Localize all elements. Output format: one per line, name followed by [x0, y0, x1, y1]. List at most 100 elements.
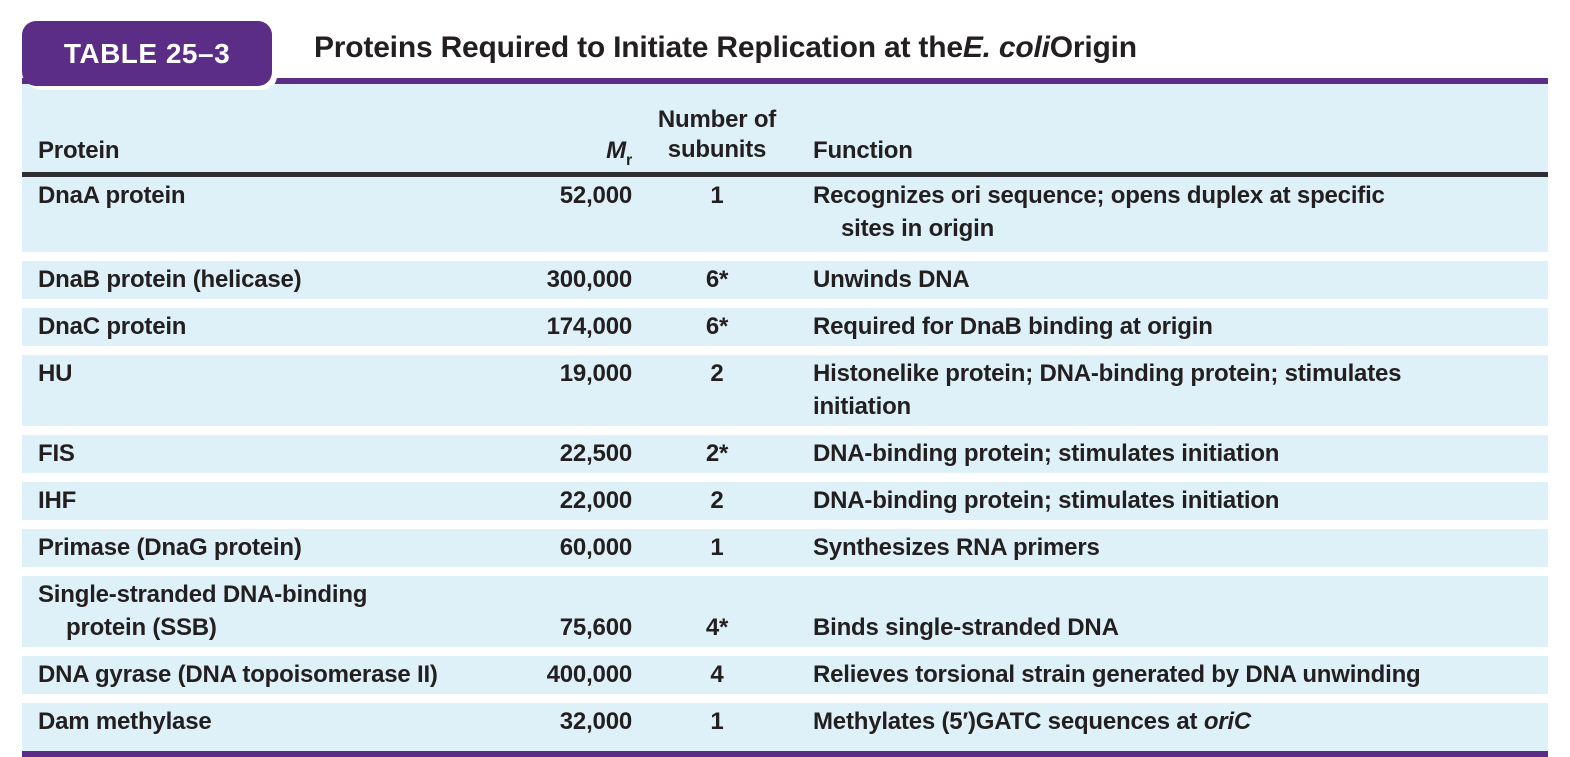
subunits-value: 2: [710, 360, 724, 387]
protein-cell: FIS: [22, 437, 522, 470]
function-cell: Required for DnaB binding at origin: [802, 310, 1548, 343]
text: Unwinds DNA: [813, 266, 970, 293]
text-line: DNA-binding protein; stimulates initiati…: [813, 484, 1548, 517]
mr-value: 32,000: [559, 708, 632, 735]
text-line: DNA-binding protein; stimulates initiati…: [813, 437, 1548, 470]
function-cell: DNA-binding protein; stimulates initiati…: [802, 437, 1548, 470]
function-cell: Synthesizes RNA primers: [802, 531, 1548, 564]
table-row: FIS 22,500 2* DNA-binding protein; stimu…: [22, 435, 1548, 473]
function-cell: Methylates (5′)GATC sequences at oriC: [802, 705, 1548, 738]
text: FIS: [38, 440, 75, 467]
mr-value: 174,000: [546, 313, 633, 340]
table-row: DnaB protein (helicase) 300,000 6* Unwin…: [22, 261, 1548, 299]
subunits-value: 2: [710, 487, 724, 514]
protein-cell: IHF: [22, 484, 522, 517]
mr-cell: 60,000: [522, 531, 632, 564]
text-line: Primase (DnaG protein): [38, 531, 522, 564]
protein-cell: DnaA protein: [22, 179, 522, 212]
subunits-value: 1: [710, 534, 724, 561]
mr-value: 300,000: [546, 266, 633, 293]
subunits-value: 1: [710, 182, 724, 209]
table-title: Proteins Required to Initiate Replicatio…: [292, 18, 1137, 78]
text: Histonelike protein; DNA-binding protein…: [813, 360, 1402, 387]
subunits-cell: 1: [632, 179, 802, 212]
title-text: Origin: [1049, 31, 1137, 64]
protein-cell: HU: [22, 357, 522, 390]
table-row: IHF 22,000 2 DNA-binding protein; stimul…: [22, 482, 1548, 520]
protein-cell: DNA gyrase (DNA topoisomerase II): [22, 658, 522, 691]
text-line: protein (SSB): [38, 611, 522, 644]
text-line: Unwinds DNA: [813, 263, 1548, 296]
subunits-cell: 6*: [632, 263, 802, 296]
text: sites in origin: [841, 215, 995, 242]
col-header-subunits: Number of subunits: [632, 105, 802, 165]
text: Binds single-stranded DNA: [813, 614, 1119, 641]
table-title-bar: TABLE 25–3 Proteins Required to Initiate…: [22, 18, 1548, 86]
text-line: DnaA protein: [38, 179, 522, 212]
table-row: DNA gyrase (DNA topoisomerase II) 400,00…: [22, 656, 1548, 694]
protein-cell: Primase (DnaG protein): [22, 531, 522, 564]
mr-symbol: M: [606, 137, 626, 164]
title-text: Proteins Required to Initiate Replicatio…: [314, 31, 963, 64]
subunits-value: 1: [710, 708, 724, 735]
text-line: sites in origin: [813, 212, 1548, 245]
text: Required for DnaB binding at origin: [813, 313, 1213, 340]
text-line: Single-stranded DNA-binding: [38, 578, 522, 611]
text: Methylates (5′)GATC sequences at: [813, 708, 1204, 735]
title-italic-text: E. coli: [962, 31, 1050, 64]
subunits-header-line: Number of: [657, 106, 777, 133]
text-line: Histonelike protein; DNA-binding protein…: [813, 357, 1548, 390]
function-cell: Histonelike protein; DNA-binding protein…: [802, 357, 1548, 423]
table-row: DnaC protein 174,000 6* Required for Dna…: [22, 308, 1548, 346]
function-cell: Recognizes ori sequence; opens duplex at…: [802, 179, 1548, 245]
subunits-cell: 6*: [632, 310, 802, 343]
text-line: Synthesizes RNA primers: [813, 531, 1548, 564]
italic-text: oriC: [1203, 708, 1252, 735]
text: DNA-binding protein; stimulates initiati…: [813, 440, 1280, 467]
table-row: DnaA protein 52,000 1 Recognizes ori seq…: [22, 177, 1548, 252]
text: protein (SSB): [66, 614, 217, 641]
text-line: DnaC protein: [38, 310, 522, 343]
mr-value: 52,000: [559, 182, 632, 209]
mr-value: 75,600: [559, 614, 632, 641]
protein-cell: Dam methylase: [22, 705, 522, 738]
subunits-value: 4: [710, 661, 724, 688]
protein-cell: Single-stranded DNA-binding protein (SSB): [22, 578, 522, 644]
text-line: Relieves torsional strain generated by D…: [813, 658, 1548, 691]
table-number-badge: TABLE 25–3: [22, 21, 272, 86]
mr-cell: 174,000: [522, 310, 633, 343]
text: DNA gyrase (DNA topoisomerase II): [38, 661, 438, 688]
subunits-value: 4*: [705, 614, 729, 641]
text: Single-stranded DNA-binding: [38, 581, 368, 608]
mr-cell: 400,000: [522, 658, 633, 691]
text: Primase (DnaG protein): [38, 534, 302, 561]
col-header-mr: Mr: [522, 137, 632, 169]
subunits-value: 6*: [705, 313, 729, 340]
protein-cell: DnaB protein (helicase): [22, 263, 522, 296]
mr-cell: 300,000: [522, 263, 633, 296]
mr-subscript: r: [625, 152, 632, 169]
title-underline: [22, 78, 1548, 84]
text-line: FIS: [38, 437, 522, 470]
mr-cell: 22,500: [522, 437, 632, 470]
text: DnaC protein: [38, 313, 187, 340]
subunits-cell: 1: [632, 531, 802, 564]
function-cell: Binds single-stranded DNA: [802, 611, 1548, 644]
text: Dam methylase: [38, 708, 212, 735]
mr-cell: 32,000: [522, 705, 632, 738]
subunits-cell: 2*: [632, 437, 802, 470]
text-line: Required for DnaB binding at origin: [813, 310, 1548, 343]
mr-value: 60,000: [559, 534, 632, 561]
function-cell: DNA-binding protein; stimulates initiati…: [802, 484, 1548, 517]
subunits-cell: 2: [632, 357, 802, 390]
text-line: initiation: [813, 390, 1548, 423]
subunits-cell: 4: [632, 658, 802, 691]
col-header-protein: Protein: [38, 137, 120, 164]
text: DnaA protein: [38, 182, 186, 209]
table-row: Primase (DnaG protein) 60,000 1 Synthesi…: [22, 529, 1548, 567]
text-line: DnaB protein (helicase): [38, 263, 522, 296]
text: initiation: [813, 393, 911, 420]
table-row: Single-stranded DNA-binding protein (SSB)…: [22, 576, 1548, 647]
column-headers: Protein Mr Number of subunits Function: [22, 84, 1548, 177]
mr-value: 400,000: [546, 661, 633, 688]
